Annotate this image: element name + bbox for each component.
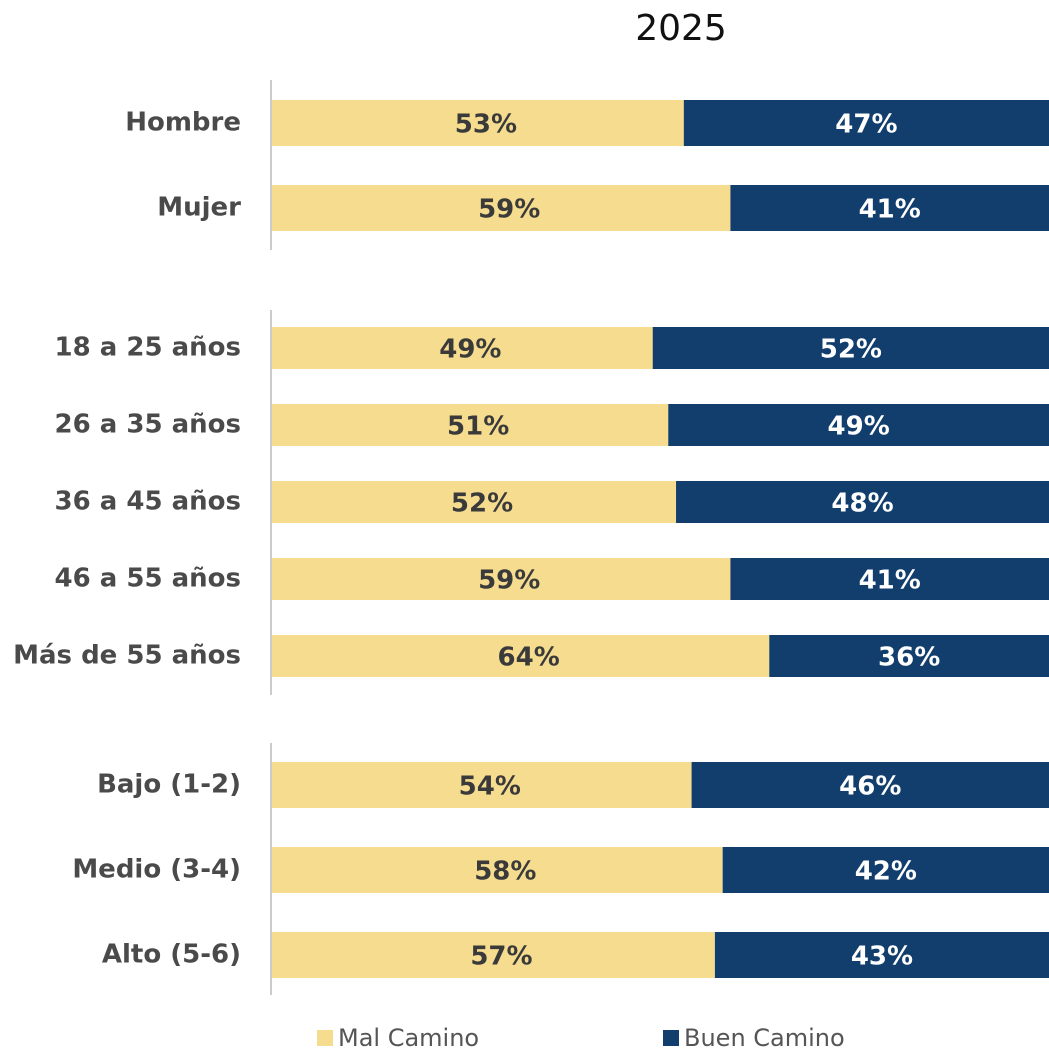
- data-label: 53%: [455, 110, 517, 140]
- bar-segment: [272, 847, 723, 893]
- bar-segment: [272, 481, 677, 523]
- data-label: 43%: [851, 942, 913, 972]
- category-label: 26 a 35 años: [55, 410, 241, 440]
- data-label: 49%: [439, 335, 501, 365]
- bar-segment: [668, 404, 1049, 446]
- bar-segment: [272, 635, 770, 677]
- legend-swatch: [317, 1030, 333, 1046]
- bar-segment: [272, 185, 731, 231]
- bar-segment: [730, 185, 1049, 231]
- legend-label: Mal Camino: [338, 1024, 479, 1049]
- legend-label: Buen Camino: [684, 1024, 845, 1049]
- category-label: Mujer: [157, 193, 241, 223]
- category-label: 18 a 25 años: [55, 333, 241, 363]
- data-label: 59%: [478, 566, 540, 596]
- bar-segment: [272, 558, 731, 600]
- bar-segment: [714, 932, 1049, 978]
- bar-segment: [272, 762, 692, 808]
- data-label: 36%: [878, 643, 940, 673]
- category-label: Bajo (1-2): [97, 770, 241, 800]
- data-label: 42%: [855, 857, 917, 887]
- bar-segment: [722, 847, 1049, 893]
- data-label: 49%: [828, 412, 890, 442]
- category-label: Medio (3-4): [72, 855, 241, 885]
- category-label: Hombre: [125, 108, 241, 138]
- data-label: 58%: [474, 857, 536, 887]
- data-label: 47%: [835, 110, 897, 140]
- data-label: 41%: [859, 566, 921, 596]
- category-label: Más de 55 años: [13, 641, 241, 671]
- bar-segment: [272, 100, 684, 146]
- bar-segment: [652, 327, 1049, 369]
- data-label: 59%: [478, 195, 540, 225]
- bar-segment: [272, 327, 653, 369]
- legend-swatch: [663, 1030, 679, 1046]
- data-label: 64%: [498, 643, 560, 673]
- category-label: Alto (5-6): [102, 940, 241, 970]
- data-label: 41%: [859, 195, 921, 225]
- bar-segment: [683, 100, 1049, 146]
- bar-segment: [691, 762, 1049, 808]
- data-label: 54%: [459, 772, 521, 802]
- data-label: 52%: [451, 489, 513, 519]
- bar-segment: [730, 558, 1049, 600]
- data-label: 46%: [839, 772, 901, 802]
- bar-segment: [272, 404, 669, 446]
- data-label: 51%: [447, 412, 509, 442]
- category-label: 46 a 55 años: [55, 564, 241, 594]
- data-label: 52%: [820, 335, 882, 365]
- bar-segment: [676, 481, 1049, 523]
- data-label: 57%: [470, 942, 532, 972]
- bar-segment: [769, 635, 1049, 677]
- data-label: 48%: [831, 489, 893, 519]
- chart-title: 2025: [635, 8, 727, 49]
- category-label: 36 a 45 años: [55, 487, 241, 517]
- bar-segment: [272, 932, 715, 978]
